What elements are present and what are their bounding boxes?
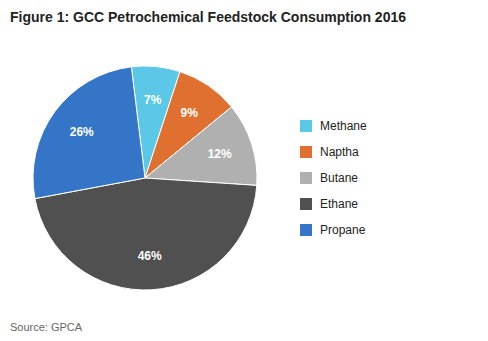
legend-entry: Naptha xyxy=(320,145,359,159)
data-label: 12% xyxy=(208,147,232,161)
legend-swatch xyxy=(300,146,312,158)
legend-entry: Methane xyxy=(320,119,367,133)
data-labels: 7% 9% 12% 46% 26% xyxy=(70,93,232,263)
pie xyxy=(33,66,257,290)
legend: Methane Naptha Butane Ethane Propane xyxy=(300,119,367,237)
chart-container: Figure 1: GCC Petrochemical Feedstock Co… xyxy=(0,0,488,341)
data-label: 46% xyxy=(138,249,162,263)
legend-swatch xyxy=(300,198,312,210)
legend-swatch xyxy=(300,224,312,236)
legend-entry: Butane xyxy=(320,171,358,185)
data-label: 26% xyxy=(70,125,94,139)
data-label: 9% xyxy=(181,106,199,120)
annotation: Source: GPCA xyxy=(10,321,83,333)
pie-slice xyxy=(145,107,257,186)
pie-slice xyxy=(35,178,257,290)
chart: Figure 1: GCC Petrochemical Feedstock Co… xyxy=(0,0,488,341)
title: Figure 1: GCC Petrochemical Feedstock Co… xyxy=(10,9,406,25)
legend-entry: Ethane xyxy=(320,197,358,211)
pie-slice xyxy=(33,67,145,199)
legend-entry: Propane xyxy=(320,223,366,237)
data-label: 7% xyxy=(144,93,162,107)
legend-swatch xyxy=(300,120,312,132)
legend-swatch xyxy=(300,172,312,184)
